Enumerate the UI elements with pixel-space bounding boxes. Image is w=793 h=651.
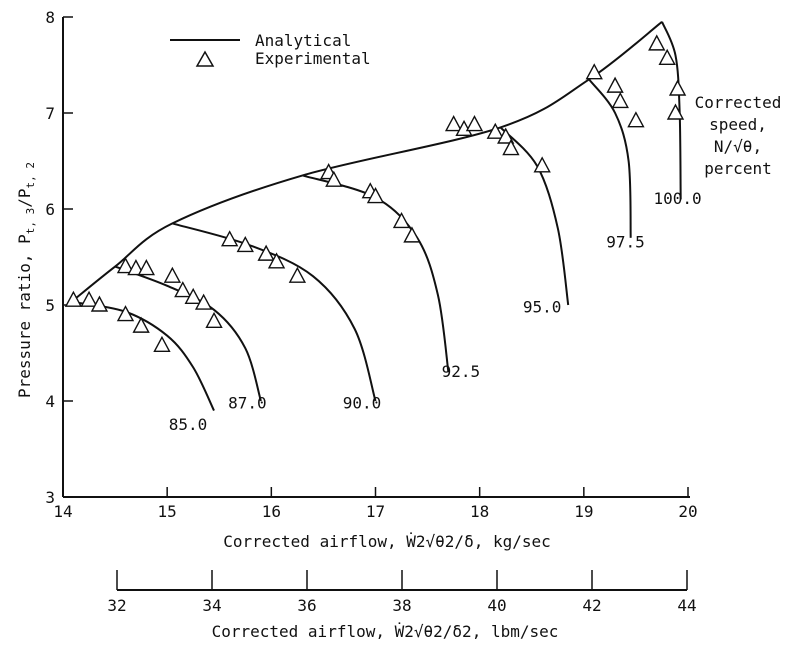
experimental-point (163, 266, 182, 283)
experimental-point (127, 259, 145, 276)
x2-axis-title: Corrected airflow, Ẇ2√θ2/δ2, lbm/sec (212, 622, 559, 641)
experimental-point (648, 34, 666, 51)
experimental-point (606, 76, 624, 93)
y-axis-title: Pressure ratio, Pt, 3/Pt, 2 (15, 162, 37, 398)
experimental-point (668, 79, 687, 96)
parameter-label-line-1: Corrected (695, 93, 782, 112)
y-tick-label: 5 (45, 296, 55, 315)
experimental-point (194, 293, 213, 310)
curve-labels: 85.0 87.0 90.0 92.5 95.0 97.5 100.0 (169, 189, 702, 434)
speed-line-95-0 (499, 126, 570, 306)
experimental-point (267, 252, 286, 269)
experimental-point (627, 111, 645, 128)
experimental-point (666, 103, 685, 120)
legend-triangle-icon (195, 50, 215, 67)
y-tick-label: 3 (45, 488, 55, 507)
experimental-point (533, 156, 551, 173)
y-axis-title-main: Pressure ratio, P (15, 234, 34, 398)
x-tick-label: 17 (366, 502, 385, 521)
experimental-points (64, 34, 687, 353)
parameter-label-line-3: N/√θ, (714, 137, 762, 156)
experimental-point (184, 287, 202, 305)
x-axis-title-formula: Ẇ2√θ2/δ (406, 532, 473, 551)
speed-line-97-5 (588, 78, 632, 238)
x2-axis-title-post: , lbm/sec (472, 622, 559, 641)
x2-axis-title-pre: Corrected airflow, (212, 622, 395, 641)
experimental-point (486, 122, 504, 139)
speed-line-label: 87.0 (228, 394, 267, 413)
experimental-point (90, 295, 109, 312)
experimental-point (220, 230, 239, 247)
experimental-point (366, 187, 385, 204)
experimental-point (80, 290, 98, 307)
speed-line-87-0 (114, 265, 262, 402)
x-tick-label: 18 (470, 502, 489, 521)
speed-line-label: 100.0 (653, 189, 701, 208)
y-tick-label: 4 (45, 392, 55, 411)
x-tick-label: 14 (53, 502, 72, 521)
speed-line-92-5 (302, 174, 450, 373)
legend-label-experimental: Experimental (255, 49, 371, 68)
x-axis-title: Corrected airflow, Ẇ2√θ2/δ, kg/sec (223, 532, 551, 551)
x-tick-label: 15 (158, 502, 177, 521)
x2-tick-label: 32 (107, 596, 126, 615)
experimental-point (236, 235, 254, 253)
speed-line-label: 92.5 (442, 362, 481, 381)
y-tick-label: 8 (45, 8, 55, 27)
experimental-point (444, 115, 463, 132)
x2-tick-label: 38 (392, 596, 411, 615)
parameter-label-line-4: percent (704, 159, 771, 178)
experimental-point (465, 115, 484, 132)
experimental-point (137, 259, 156, 276)
y-tick-label: 6 (45, 200, 55, 219)
experimental-point (497, 127, 515, 144)
speed-line-label: 97.5 (606, 232, 645, 251)
x2-tick-label: 34 (202, 596, 221, 615)
y-axis-title-sub2: t, 2 (24, 162, 37, 189)
parameter-label-line-2: speed, (709, 115, 767, 134)
speed-parameter-label: Corrected speed, N/√θ, percent (695, 93, 782, 178)
x-tick-label: 16 (262, 502, 281, 521)
speed-line-85-0 (73, 301, 215, 412)
legend: Analytical Experimental (170, 31, 371, 68)
legend-label-analytical: Analytical (255, 31, 351, 50)
experimental-point (611, 91, 629, 109)
experimental-point (257, 244, 275, 261)
y-tick-label: 7 (45, 104, 55, 123)
speed-line-label: 95.0 (523, 298, 562, 317)
experimental-point (116, 257, 135, 274)
experimental-point (288, 266, 307, 283)
speed-line-label: 85.0 (169, 415, 208, 434)
x2-tick-label: 40 (487, 596, 506, 615)
x-axis-title-pre: Corrected airflow, (223, 532, 406, 551)
experimental-point (64, 290, 83, 307)
experimental-point (585, 63, 603, 80)
experimental-point (502, 139, 520, 156)
experimental-point (658, 48, 676, 65)
speed-lines (72, 21, 682, 412)
x-tick-label: 19 (574, 502, 593, 521)
speed-line-90-0 (172, 222, 377, 402)
y-axis-title-sub1: t, 3 (24, 208, 37, 235)
x2-tick-label: 42 (582, 596, 601, 615)
experimental-point (132, 316, 150, 333)
speed-line-label: 90.0 (343, 394, 382, 413)
x-tick-label: 20 (678, 502, 697, 521)
experimental-point (153, 335, 171, 353)
experimental-point (325, 170, 343, 187)
y-axis-title-mid: /P (15, 188, 34, 207)
x-axis-title-post: , kg/sec (474, 532, 551, 551)
experimental-point (174, 281, 192, 298)
experimental-point (392, 211, 411, 229)
x2-tick-label: 44 (677, 596, 696, 615)
x2-axis-title-formula: Ẇ2√θ2/δ2 (395, 622, 472, 641)
x2-tick-label: 36 (297, 596, 316, 615)
experimental-point (403, 226, 421, 243)
surge-line (72, 21, 663, 301)
experimental-point (205, 311, 223, 329)
experimental-point (116, 305, 135, 322)
